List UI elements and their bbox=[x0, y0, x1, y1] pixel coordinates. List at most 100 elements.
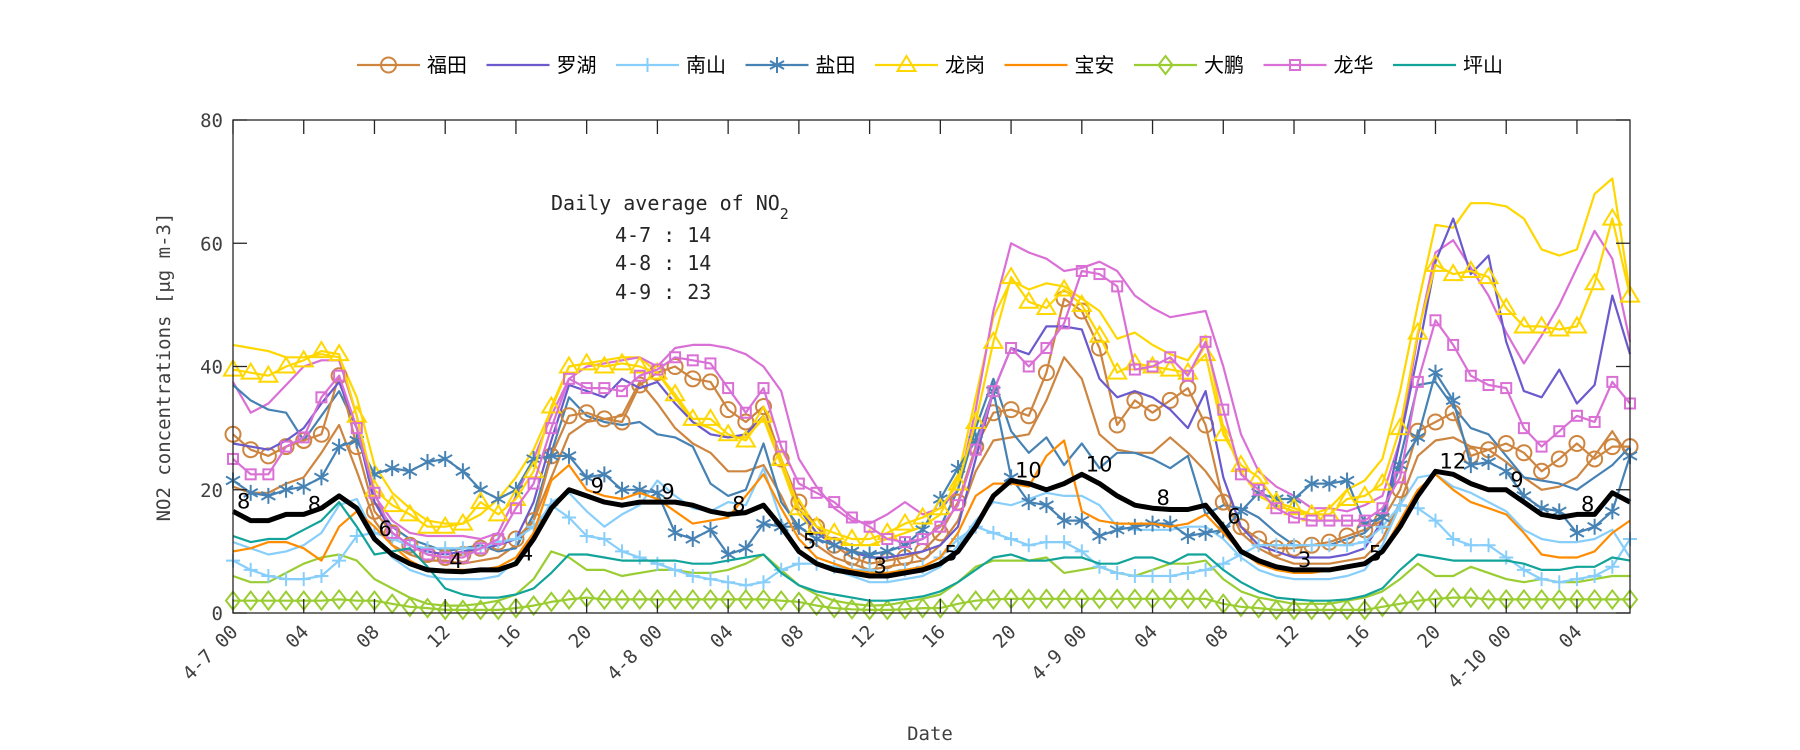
plus-marker bbox=[1216, 556, 1231, 571]
diamond-marker bbox=[489, 599, 507, 621]
asterisk-marker bbox=[1038, 497, 1054, 514]
asterisk-marker bbox=[1463, 457, 1479, 474]
plus-marker bbox=[721, 575, 736, 590]
plus-marker bbox=[579, 528, 594, 543]
square-marker bbox=[297, 431, 310, 444]
legend-item: 盐田 bbox=[745, 53, 856, 77]
x-tick-label: 4-9 00 bbox=[1027, 621, 1091, 685]
series-line bbox=[232, 501, 1631, 602]
diamond-marker bbox=[260, 590, 277, 612]
square-marker bbox=[616, 385, 629, 398]
diamond-marker bbox=[1285, 599, 1303, 621]
triangle-marker bbox=[1407, 321, 1429, 340]
triangle-marker bbox=[434, 515, 456, 534]
diamond-marker bbox=[277, 590, 295, 612]
asterisk-marker bbox=[1427, 364, 1443, 381]
x-tick-label: 04 bbox=[1130, 621, 1162, 653]
plus-marker bbox=[1322, 538, 1337, 553]
plus-marker bbox=[1446, 532, 1461, 547]
square-marker bbox=[934, 520, 947, 533]
triangle-marker bbox=[1000, 266, 1022, 285]
diamond-marker bbox=[932, 597, 949, 619]
square-marker bbox=[1022, 360, 1035, 373]
legend: 福田 罗湖 南山 盐田 龙岗 宝安 大鹏 龙华 坪山 bbox=[357, 53, 1503, 77]
y-tick-label: 60 bbox=[200, 233, 223, 255]
asterisk-marker bbox=[1410, 429, 1426, 446]
square-marker bbox=[1482, 378, 1495, 391]
square-marker bbox=[1606, 375, 1619, 388]
x-tick-label: 04 bbox=[282, 621, 314, 653]
asterisk-marker bbox=[1074, 512, 1090, 529]
square-marker bbox=[1323, 514, 1336, 527]
square-marker bbox=[1040, 342, 1053, 355]
triangle-marker bbox=[452, 512, 474, 531]
asterisk-marker bbox=[1569, 524, 1585, 541]
plus-marker bbox=[632, 550, 647, 565]
triangle-marker bbox=[823, 521, 846, 540]
average-data-label: 8 bbox=[732, 492, 745, 516]
series-line bbox=[232, 377, 1631, 556]
plus-marker bbox=[1074, 544, 1089, 559]
asterisk-marker bbox=[1587, 518, 1603, 535]
average-data-label: 9 bbox=[661, 480, 674, 504]
diamond-marker bbox=[861, 599, 878, 621]
circle-marker bbox=[684, 370, 702, 388]
square-marker bbox=[916, 533, 929, 546]
triangle-marker bbox=[894, 512, 916, 531]
square-marker bbox=[739, 406, 752, 419]
plus-marker bbox=[1516, 562, 1531, 577]
plus-marker bbox=[774, 562, 789, 577]
circle-marker bbox=[1515, 444, 1533, 462]
diamond-marker bbox=[985, 588, 1002, 611]
triangle-marker bbox=[735, 429, 757, 448]
average-data-label: 6 bbox=[378, 517, 391, 541]
asterisk-marker bbox=[1198, 524, 1214, 541]
plus-marker bbox=[1481, 538, 1496, 553]
legend-label: 龙岗 bbox=[945, 53, 985, 77]
plus-marker bbox=[1569, 572, 1584, 587]
triangle-marker bbox=[540, 395, 563, 414]
plot-frame bbox=[232, 119, 1631, 614]
circle-marker bbox=[380, 56, 397, 74]
triangle-marker bbox=[239, 361, 262, 380]
diamond-marker bbox=[1321, 599, 1338, 621]
circle-marker bbox=[1533, 462, 1551, 480]
asterisk-marker bbox=[420, 454, 436, 471]
diamond-marker bbox=[808, 594, 825, 617]
plus-marker bbox=[703, 572, 718, 587]
diamond-marker bbox=[631, 588, 648, 611]
plot-area: 8 8 6 4 4 9 9 8 5 3 5 10 10 8 6 3 5 12 9 8 bbox=[222, 177, 1641, 621]
plus-marker bbox=[1180, 565, 1195, 580]
diamond-marker bbox=[1268, 599, 1285, 621]
diamond-marker bbox=[1179, 588, 1197, 610]
series-5 bbox=[222, 207, 1641, 547]
diamond-marker bbox=[1533, 588, 1550, 611]
plus-marker bbox=[1251, 538, 1266, 553]
station-line-10 bbox=[232, 177, 1632, 547]
annotation-line-3: 4-9 : 23 bbox=[615, 280, 711, 304]
square-marker bbox=[1394, 471, 1407, 484]
diamond-marker bbox=[1338, 599, 1356, 621]
circle-marker bbox=[578, 404, 596, 422]
square-marker bbox=[1535, 440, 1548, 453]
asterisk-marker bbox=[455, 463, 471, 480]
diamond-marker bbox=[454, 599, 472, 621]
triangle-marker bbox=[1371, 472, 1394, 491]
circle-marker bbox=[1497, 435, 1515, 453]
series-7 bbox=[224, 586, 1639, 621]
circle-marker bbox=[1568, 435, 1586, 453]
diamond-marker bbox=[896, 598, 914, 620]
annotation-line-1: 4-7 : 14 bbox=[615, 223, 711, 247]
plus-marker bbox=[650, 556, 665, 571]
asterisk-marker bbox=[1091, 527, 1107, 544]
square-marker bbox=[580, 382, 593, 395]
triangle-marker bbox=[399, 503, 421, 522]
average-data-label: 6 bbox=[1227, 505, 1240, 529]
triangle-marker bbox=[1530, 315, 1553, 334]
triangle-marker bbox=[505, 488, 527, 506]
legend-label: 龙华 bbox=[1334, 53, 1374, 77]
legend-item: 南山 bbox=[616, 53, 726, 77]
plus-marker bbox=[1463, 538, 1478, 553]
diamond-marker bbox=[596, 588, 613, 611]
circle-marker bbox=[719, 401, 737, 419]
